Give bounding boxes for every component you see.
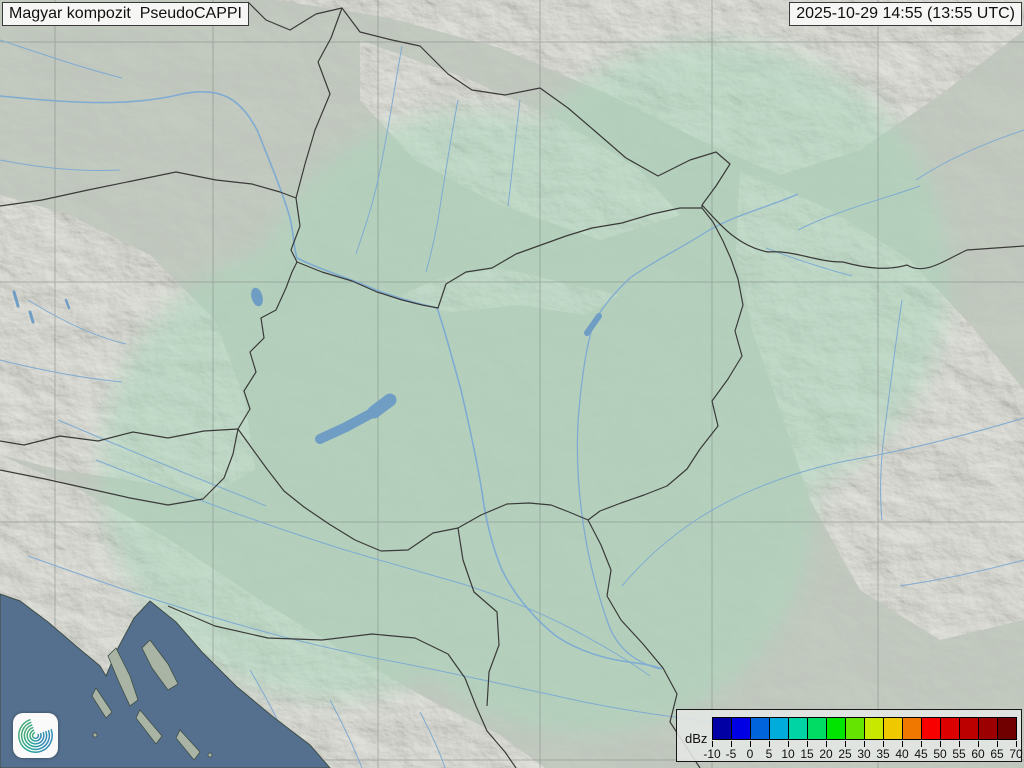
hungary-west-border [237,261,298,430]
legend-color-cell [864,717,884,740]
legend-tick-label: 35 [876,747,890,761]
legend-tick-label: 60 [971,747,985,761]
legend-tick-label: 15 [800,747,814,761]
legend-tick [921,741,922,747]
legend-color-cell [959,717,979,740]
legend-color-cell [921,717,941,740]
rivers-layer [0,39,1024,768]
tisza-river [576,193,799,670]
hungary-east-border [587,221,744,521]
legend-tick [997,741,998,747]
legend-tick-label: 25 [838,747,852,761]
legend-color-cell [788,717,808,740]
legend-tick-label: -5 [725,747,737,761]
legend-tick-label: 5 [765,747,773,761]
radar-coverage-area [100,40,950,735]
hungaromet-spiral-logo-icon [18,719,53,753]
legend-tick [807,741,808,747]
legend-tick [978,741,979,747]
sava-river [27,555,719,723]
product-title: Magyar kompozit PseudoCAPPI [2,2,249,26]
weather-service-logo [13,713,58,758]
legend-color-cell [902,717,922,740]
legend-color-cell [997,717,1017,740]
legend-color-cell [826,717,846,740]
legend-tick-label: 65 [990,747,1004,761]
legend-color-cell [731,717,751,740]
legend-color-bar [712,717,1017,740]
legend-tick-label: 20 [819,747,833,761]
legend-color-cell [712,717,732,740]
legend-tick-label: 10 [781,747,795,761]
legend-color-cell [807,717,827,740]
legend-color-cell [769,717,789,740]
legend-tick-label: 30 [857,747,871,761]
legend-unit-label: dBz [685,731,708,746]
legend-tick-label: -10 [703,747,721,761]
legend-tick [845,741,846,747]
legend-tick-label: 0 [746,747,754,761]
islands [91,639,213,761]
timestamp-label: 2025-10-29 14:55 (13:55 UTC) [789,2,1022,26]
legend-tick [1016,741,1017,747]
legend-color-cell [978,717,998,740]
legend-tick-label: 70 [1009,747,1023,761]
lake-balaton [367,393,397,419]
legend-tick [883,741,884,747]
lakes-layer [12,287,602,444]
drava-river [95,459,651,677]
legend-tick-label: 40 [895,747,909,761]
legend-color-cell [845,717,865,740]
legend-tick-label: 45 [914,747,928,761]
legend-tick-label: 50 [933,747,947,761]
legend-tick [959,741,960,747]
hungary-south-border [380,502,589,552]
lake-tisza [584,313,602,336]
legend-tick [826,741,827,747]
hungary-north-border [296,205,703,309]
lake-ferto [251,287,263,307]
legend-tick [769,741,770,747]
legend-color-cell [940,717,960,740]
legend-tick [940,741,941,747]
legend-color-cell [750,717,770,740]
adriatic-sea [0,593,331,768]
legend-tick [712,741,713,747]
legend-tick-label: 55 [952,747,966,761]
legend-color-cell [883,717,903,740]
legend-tick [864,741,865,747]
legend-tick [788,741,789,747]
dbz-legend: dBz -10 -5 0 5 10 15 20 25 30 35 40 45 50 55 60 65 70 [676,709,1023,762]
legend-tick [731,741,732,747]
legend-tick [750,741,751,747]
legend-tick [902,741,903,747]
